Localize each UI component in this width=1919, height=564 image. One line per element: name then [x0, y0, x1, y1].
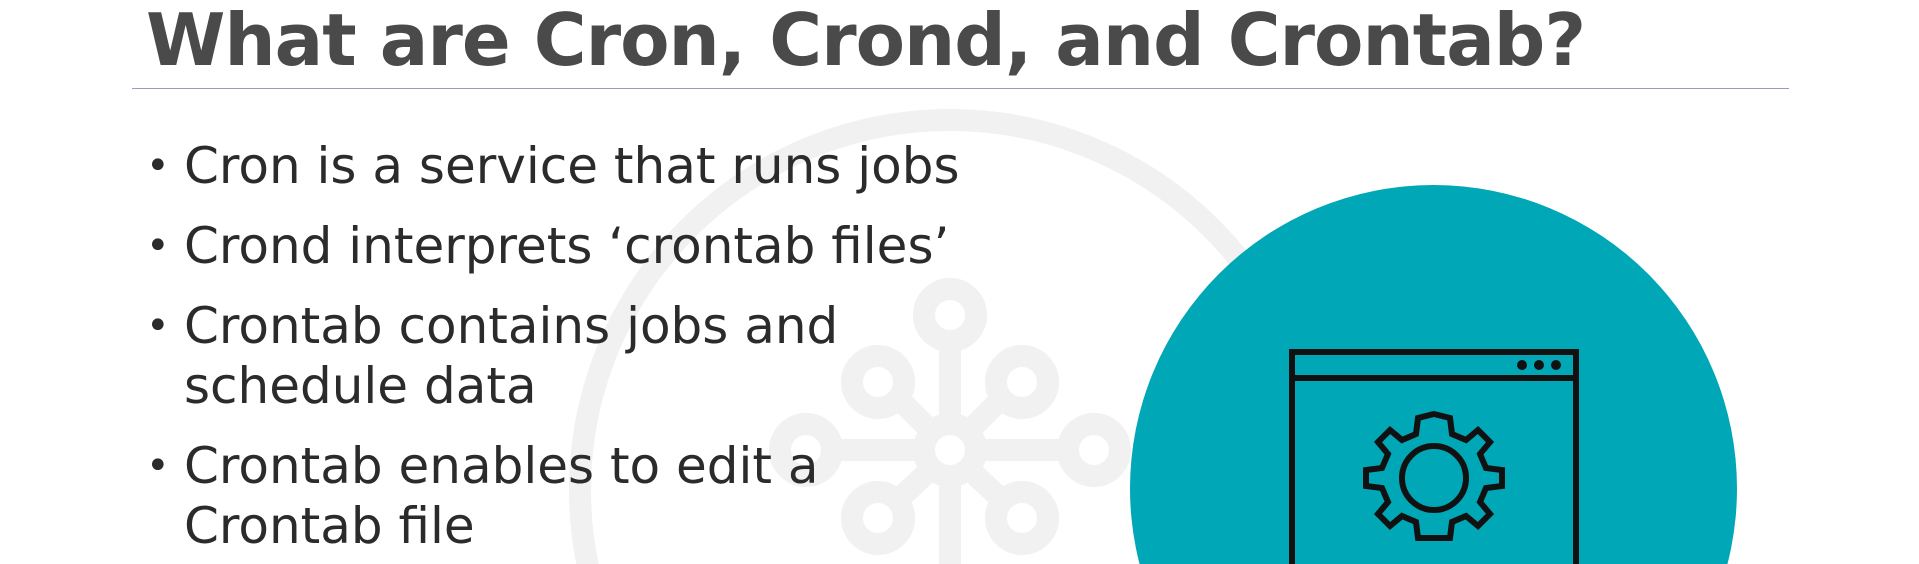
- page-title: What are Cron, Crond, and Crontab?: [146, 0, 1586, 82]
- bullet-text: Crontab enables to edit a Crontab file: [184, 437, 819, 555]
- bullet-marker: •: [146, 443, 170, 489]
- bullet-text: Crond interprets ‘crontab files’: [184, 217, 950, 275]
- bullet-text: Cron is a service that runs jobs: [184, 137, 960, 195]
- window-gear-icon: [1289, 349, 1579, 564]
- bullet-list: • Cron is a service that runs jobs • Cro…: [146, 136, 960, 564]
- title-divider: [132, 88, 1789, 89]
- bullet-text: Crontab contains jobs and schedule data: [184, 297, 839, 415]
- bullet-item: • Crontab enables to edit a Crontab file: [146, 436, 960, 556]
- bullet-item: • Crond interprets ‘crontab files’: [146, 216, 960, 276]
- bullet-marker: •: [146, 303, 170, 349]
- bullet-item: • Cron is a service that runs jobs: [146, 136, 960, 196]
- bullet-marker: •: [146, 223, 170, 269]
- bullet-item: • Crontab contains jobs and schedule data: [146, 296, 960, 416]
- bullet-marker: •: [146, 143, 170, 189]
